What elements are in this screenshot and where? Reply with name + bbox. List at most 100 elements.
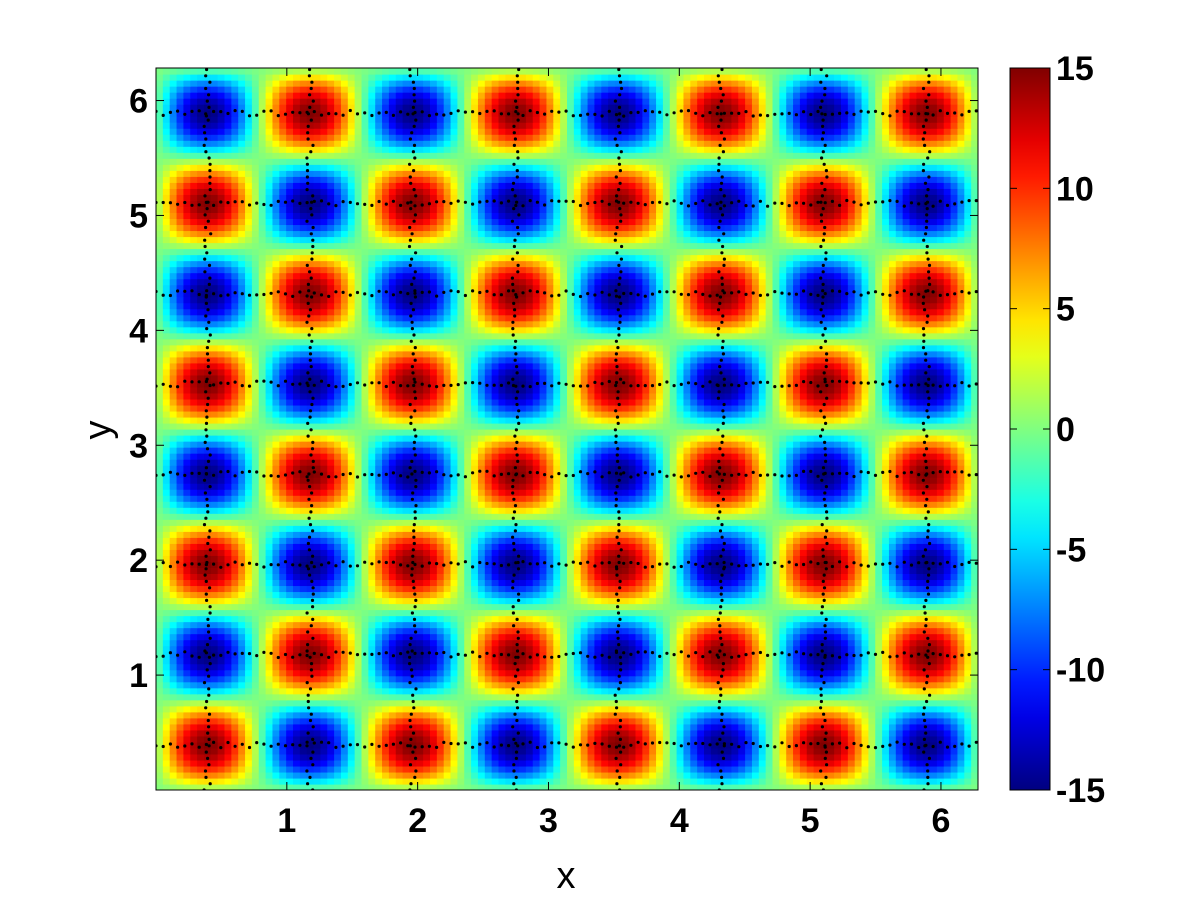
heatmap-cell — [923, 639, 931, 647]
heatmap-cell — [471, 675, 479, 683]
heatmap-cell — [313, 603, 321, 611]
heatmap-cell — [841, 783, 849, 790]
heatmap-cell — [608, 681, 616, 689]
heatmap-cell — [395, 711, 404, 719]
heatmap-cell — [813, 603, 822, 611]
heatmap-cell — [669, 705, 678, 713]
heatmap-cell — [217, 549, 226, 556]
heatmap-cell — [197, 783, 205, 790]
heatmap-cell — [916, 759, 924, 767]
heatmap-cell — [854, 615, 863, 623]
heatmap-cell — [272, 555, 280, 562]
heatmap-cell — [731, 693, 739, 701]
heatmap-cell — [854, 609, 863, 617]
heatmap-cell — [347, 705, 356, 713]
heatmap-cell — [183, 759, 191, 767]
heatmap-cell — [779, 615, 787, 623]
heatmap-cell — [505, 633, 513, 641]
heatmap-cell — [875, 771, 883, 779]
heatmap-cell — [861, 621, 869, 629]
heatmap-cell — [313, 543, 321, 550]
heatmap-cell — [423, 753, 431, 761]
heatmap-cell — [375, 783, 383, 790]
heatmap-cell — [820, 561, 828, 568]
heatmap-cell — [902, 567, 911, 574]
heatmap-cell — [162, 657, 171, 665]
heatmap-cell — [786, 735, 794, 743]
heatmap-cell — [286, 639, 294, 647]
heatmap-cell — [834, 561, 842, 568]
heatmap-cell — [669, 645, 678, 653]
heatmap-cell — [560, 693, 568, 701]
heatmap-cell — [279, 759, 287, 767]
heatmap-cell — [868, 633, 876, 641]
heatmap-cell — [395, 651, 404, 659]
heatmap-cell — [745, 651, 753, 659]
heatmap-cell — [690, 651, 698, 659]
heatmap-cell — [203, 705, 212, 713]
heatmap-cell — [950, 759, 959, 767]
heatmap-cell — [656, 777, 664, 785]
heatmap-cell — [375, 573, 383, 581]
heatmap-cell — [340, 579, 349, 587]
heatmap-cell — [861, 561, 869, 568]
heatmap-cell — [409, 639, 417, 647]
heatmap-cell — [203, 633, 212, 641]
heatmap-cell — [861, 543, 869, 550]
heatmap-cell — [601, 669, 609, 677]
heatmap-cell — [601, 741, 609, 749]
heatmap-cell — [190, 615, 198, 623]
heatmap-cell — [635, 645, 643, 653]
heatmap-cell — [464, 579, 472, 587]
heatmap-cell — [806, 693, 815, 701]
heatmap-cell — [388, 591, 397, 599]
heatmap-cell — [649, 621, 657, 629]
heatmap-cell — [169, 609, 178, 617]
heatmap-cell — [525, 717, 534, 725]
heatmap-cell — [567, 621, 575, 629]
heatmap-cell — [608, 729, 616, 737]
heatmap-cell — [772, 645, 780, 653]
heatmap-cell — [169, 591, 178, 599]
heatmap-cell — [251, 735, 260, 743]
heatmap-cell — [895, 663, 904, 671]
heatmap-cell — [430, 717, 438, 725]
heatmap-cell — [745, 585, 753, 593]
heatmap-cell — [882, 645, 890, 653]
heatmap-cell — [793, 645, 801, 653]
heatmap-cell — [964, 771, 972, 779]
heatmap-cell — [649, 573, 657, 581]
heatmap-cell — [580, 537, 589, 544]
heatmap-cell — [539, 747, 548, 755]
heatmap-cell — [957, 633, 965, 641]
heatmap-cell — [758, 711, 767, 719]
heatmap-cell — [505, 537, 513, 544]
heatmap-cell — [484, 597, 493, 605]
heatmap-cell — [169, 765, 178, 773]
heatmap-cell — [203, 651, 212, 659]
heatmap-cell — [902, 603, 911, 611]
heatmap-cell — [813, 759, 822, 767]
heatmap-cell — [923, 627, 931, 635]
heatmap-cell — [704, 729, 712, 737]
heatmap-cell — [519, 675, 527, 683]
heatmap-cell — [847, 693, 856, 701]
heatmap-cell — [834, 687, 842, 695]
heatmap-cell — [512, 777, 520, 785]
heatmap-cell — [930, 723, 938, 731]
heatmap-cell — [971, 621, 978, 629]
heatmap-cell — [731, 717, 739, 725]
heatmap-cell — [813, 591, 822, 599]
heatmap-cell — [957, 705, 965, 713]
heatmap-cell — [909, 747, 917, 755]
heatmap-cell — [621, 585, 630, 593]
heatmap-cell — [895, 723, 904, 731]
heatmap-cell — [964, 615, 972, 623]
heatmap-cell — [683, 699, 691, 707]
heatmap-cell — [258, 561, 267, 568]
heatmap-cell — [190, 621, 198, 629]
heatmap-cell — [176, 609, 184, 617]
heatmap-cell — [388, 777, 397, 785]
heatmap-cell — [416, 609, 424, 617]
heatmap-cell — [676, 687, 685, 695]
